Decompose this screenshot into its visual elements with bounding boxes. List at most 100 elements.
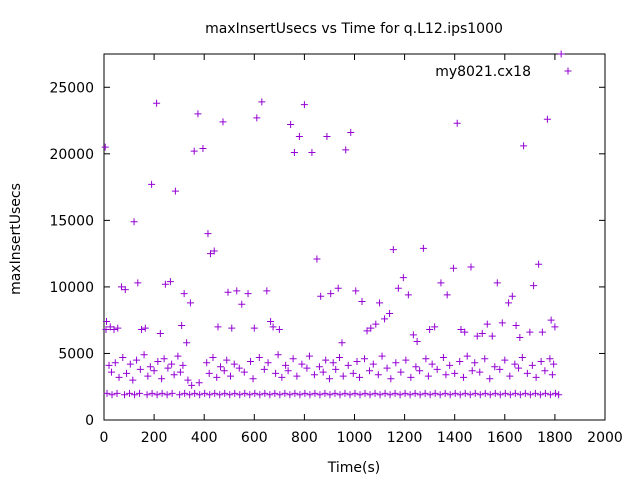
data-point bbox=[317, 292, 325, 300]
data-point bbox=[319, 368, 327, 376]
data-point bbox=[363, 327, 371, 335]
data-point bbox=[114, 324, 122, 332]
data-point bbox=[123, 369, 131, 377]
data-point bbox=[188, 381, 196, 389]
data-point bbox=[436, 391, 444, 399]
data-point bbox=[336, 391, 344, 399]
data-point bbox=[451, 369, 459, 377]
x-tick-label: 1200 bbox=[387, 430, 423, 446]
data-point bbox=[557, 50, 565, 58]
data-point bbox=[491, 363, 499, 371]
data-point bbox=[471, 389, 479, 397]
data-point bbox=[531, 389, 539, 397]
data-point bbox=[130, 218, 138, 226]
data-point bbox=[195, 379, 203, 387]
data-point bbox=[258, 98, 266, 106]
data-point bbox=[298, 360, 306, 368]
data-point bbox=[293, 372, 301, 380]
data-point bbox=[401, 389, 409, 397]
data-point bbox=[246, 391, 254, 399]
data-point bbox=[136, 389, 144, 397]
data-point bbox=[381, 315, 389, 323]
data-point bbox=[196, 391, 204, 399]
data-point bbox=[371, 389, 379, 397]
data-point bbox=[512, 322, 520, 330]
data-point bbox=[451, 389, 459, 397]
data-point bbox=[372, 320, 380, 328]
data-point bbox=[168, 389, 176, 397]
data-point bbox=[201, 389, 209, 397]
chart-title: maxInsertUsecs vs Time for q.L12.ips1000 bbox=[205, 21, 503, 37]
data-point bbox=[216, 363, 224, 371]
data-point bbox=[178, 322, 186, 330]
data-point bbox=[387, 375, 395, 383]
data-point bbox=[170, 371, 178, 379]
data-point bbox=[181, 389, 189, 397]
data-point bbox=[428, 360, 436, 368]
data-point bbox=[227, 372, 235, 380]
data-point bbox=[305, 352, 313, 360]
data-point bbox=[530, 282, 538, 290]
data-point bbox=[424, 372, 432, 380]
data-point bbox=[174, 352, 182, 360]
data-point bbox=[143, 391, 151, 399]
data-point bbox=[422, 355, 430, 363]
data-point bbox=[367, 324, 375, 332]
data-point bbox=[154, 357, 162, 365]
data-point bbox=[397, 368, 405, 376]
data-point bbox=[521, 389, 529, 397]
data-point bbox=[126, 389, 134, 397]
data-point bbox=[271, 389, 279, 397]
data-point bbox=[511, 360, 519, 368]
data-point bbox=[550, 360, 558, 368]
data-point bbox=[389, 246, 397, 254]
data-point bbox=[496, 391, 504, 399]
data-point bbox=[241, 389, 249, 397]
data-point bbox=[171, 187, 179, 195]
data-point bbox=[518, 353, 526, 361]
data-point bbox=[486, 391, 494, 399]
x-tick-label: 800 bbox=[291, 430, 318, 446]
data-point bbox=[194, 110, 202, 118]
data-point bbox=[204, 230, 212, 238]
data-point bbox=[332, 365, 340, 373]
data-point bbox=[141, 324, 149, 332]
data-point bbox=[478, 329, 486, 337]
data-point bbox=[108, 368, 116, 376]
y-tick-label: 5000 bbox=[58, 346, 94, 362]
data-point bbox=[407, 373, 415, 381]
data-point bbox=[103, 389, 111, 397]
data-point bbox=[106, 323, 114, 331]
data-point bbox=[311, 389, 319, 397]
data-point bbox=[426, 391, 434, 399]
data-point bbox=[136, 365, 144, 373]
data-point bbox=[134, 279, 142, 287]
data-point bbox=[493, 279, 501, 287]
data-point bbox=[506, 391, 514, 399]
data-point bbox=[501, 356, 509, 364]
data-point bbox=[411, 389, 419, 397]
data-point bbox=[369, 360, 377, 368]
data-point bbox=[126, 360, 134, 368]
data-point bbox=[538, 328, 546, 336]
data-point bbox=[547, 316, 555, 324]
data-point bbox=[526, 328, 534, 336]
data-point bbox=[361, 355, 369, 363]
data-point bbox=[166, 278, 174, 286]
data-point bbox=[315, 363, 323, 371]
data-point bbox=[253, 114, 261, 122]
data-point bbox=[161, 280, 169, 288]
data-point bbox=[453, 119, 461, 127]
data-point bbox=[251, 389, 259, 397]
data-point bbox=[356, 373, 364, 381]
data-point bbox=[118, 283, 126, 291]
data-point bbox=[541, 389, 549, 397]
data-point bbox=[223, 356, 231, 364]
data-point bbox=[349, 369, 357, 377]
data-point bbox=[543, 115, 551, 123]
data-point bbox=[216, 391, 224, 399]
data-point bbox=[291, 389, 299, 397]
data-point bbox=[392, 359, 400, 367]
data-point bbox=[150, 367, 158, 375]
data-point bbox=[326, 391, 334, 399]
